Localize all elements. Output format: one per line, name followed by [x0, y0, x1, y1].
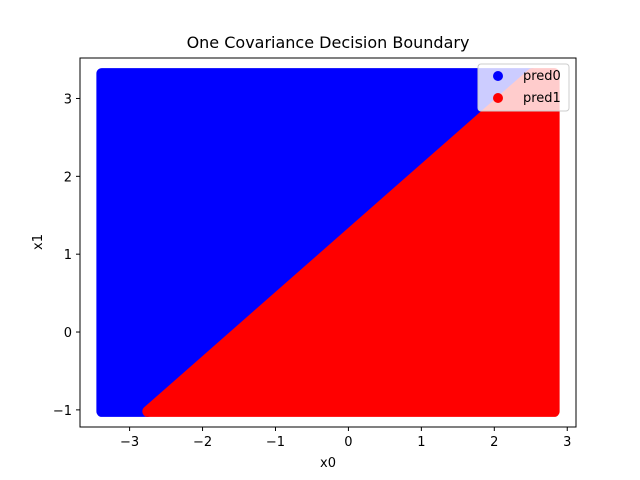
y-tick-label: 0 [64, 326, 72, 341]
y-axis-label: x1 [31, 234, 46, 250]
legend-label-pred0: pred0 [523, 69, 561, 84]
legend-marker-pred1 [493, 93, 503, 103]
y-tick-label: 3 [64, 92, 72, 107]
x-tick-label: 3 [563, 435, 571, 450]
x-tick-label: 0 [344, 435, 352, 450]
regions [96, 68, 560, 417]
x-tick-label: 1 [417, 435, 425, 450]
plot-area [96, 68, 560, 417]
y-tick-label: 2 [64, 170, 72, 185]
x-tick-label: 2 [490, 435, 498, 450]
axes-frame [79, 57, 577, 428]
x-tick-label: −2 [193, 435, 212, 450]
y-tick-label: −1 [53, 404, 72, 419]
y-axis-ticks: −1 0 1 2 3 [53, 92, 80, 419]
x-axis-label: x0 [320, 456, 336, 471]
y-tick-label: 1 [64, 248, 72, 263]
x-tick-label: −3 [120, 435, 139, 450]
legend-marker-pred0 [493, 71, 503, 81]
chart-title: One Covariance Decision Boundary [187, 33, 470, 52]
x-tick-label: −1 [266, 435, 285, 450]
legend[interactable]: pred0 pred1 [477, 63, 570, 112]
x-axis-ticks: −3 −2 −1 0 1 2 3 [120, 427, 571, 450]
legend-label-pred1: pred1 [523, 91, 561, 106]
